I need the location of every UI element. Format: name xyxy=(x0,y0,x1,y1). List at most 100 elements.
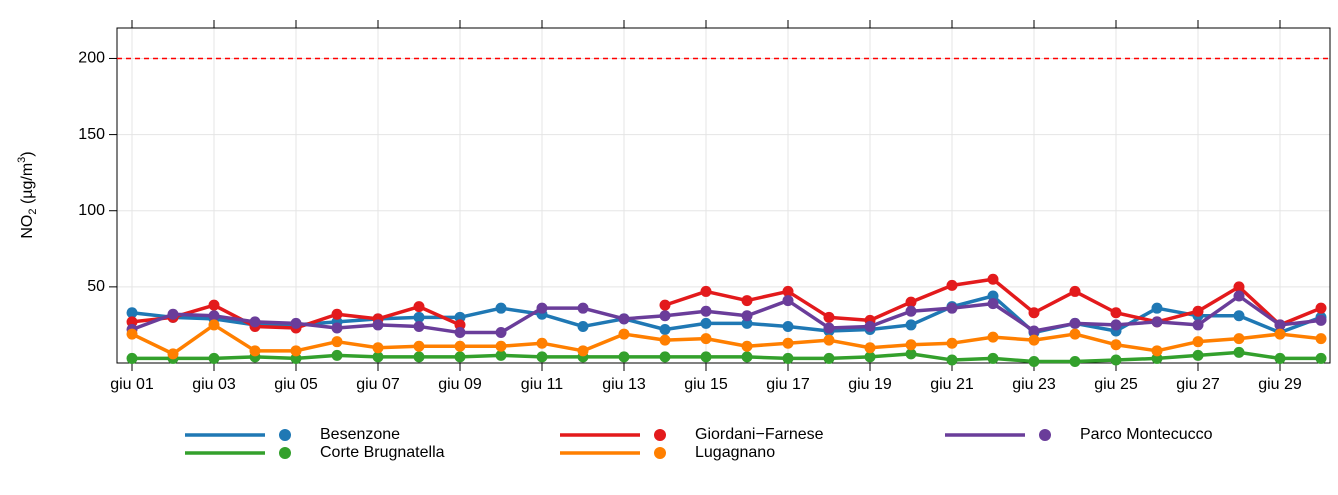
legend-dot xyxy=(654,447,666,459)
data-point xyxy=(126,316,138,328)
data-point xyxy=(905,348,917,360)
data-point xyxy=(1315,333,1327,345)
legend-label: Besenzone xyxy=(320,426,400,443)
data-point xyxy=(1069,355,1081,367)
data-point xyxy=(1069,317,1081,329)
data-point xyxy=(946,337,958,349)
data-point xyxy=(1274,352,1286,364)
y-tick-label: 150 xyxy=(78,126,105,143)
y-axis-label: NO2 (µg/m3) xyxy=(16,151,39,238)
data-point xyxy=(413,311,425,323)
series-line xyxy=(132,350,1321,364)
data-point xyxy=(1110,307,1122,319)
data-point xyxy=(659,299,671,311)
x-tick-label: giu 23 xyxy=(1012,376,1056,393)
data-point xyxy=(946,279,958,291)
data-point xyxy=(413,301,425,313)
data-point xyxy=(946,354,958,366)
data-point xyxy=(1110,354,1122,366)
data-point xyxy=(1028,325,1040,337)
data-point xyxy=(823,311,835,323)
data-point xyxy=(1151,345,1163,357)
data-point xyxy=(413,320,425,332)
x-tick-label: giu 17 xyxy=(766,376,810,393)
legend-label: Parco Montecucco xyxy=(1080,426,1213,443)
data-point xyxy=(454,340,466,352)
data-point xyxy=(536,337,548,349)
data-point xyxy=(454,351,466,363)
x-tick-label: giu 03 xyxy=(192,376,236,393)
data-point xyxy=(331,349,343,361)
data-point xyxy=(1315,352,1327,364)
legend-dot xyxy=(1039,429,1051,441)
data-point xyxy=(987,331,999,343)
x-tick-label: giu 05 xyxy=(274,376,318,393)
x-tick-label: giu 15 xyxy=(684,376,728,393)
data-point xyxy=(987,352,999,364)
data-point xyxy=(823,352,835,364)
data-point xyxy=(1192,336,1204,348)
data-point xyxy=(1151,316,1163,328)
y-tick-label: 100 xyxy=(78,202,105,219)
data-point xyxy=(1069,328,1081,340)
plot-frame xyxy=(116,27,1331,364)
x-tick-label: giu 27 xyxy=(1176,376,1220,393)
data-point xyxy=(782,352,794,364)
data-point xyxy=(249,345,261,357)
data-point xyxy=(1110,339,1122,351)
data-point xyxy=(905,305,917,317)
data-point xyxy=(290,352,302,364)
data-point xyxy=(864,351,876,363)
data-point xyxy=(1233,333,1245,345)
x-tick-label: giu 21 xyxy=(930,376,974,393)
data-point xyxy=(741,351,753,363)
data-point xyxy=(1028,307,1040,319)
data-point xyxy=(1233,310,1245,322)
data-point xyxy=(1192,305,1204,317)
data-point xyxy=(823,322,835,334)
data-point xyxy=(126,328,138,340)
data-point xyxy=(331,336,343,348)
data-point xyxy=(700,333,712,345)
data-point xyxy=(700,285,712,297)
data-point xyxy=(536,351,548,363)
data-point xyxy=(249,316,261,328)
data-point xyxy=(741,295,753,307)
data-point xyxy=(905,339,917,351)
data-point xyxy=(167,348,179,360)
series-line xyxy=(131,294,1322,335)
legend-label: Corte Brugnatella xyxy=(320,444,445,461)
data-point xyxy=(1274,319,1286,331)
data-point xyxy=(741,340,753,352)
data-point xyxy=(905,296,917,308)
x-tick-label: giu 07 xyxy=(356,376,400,393)
data-point xyxy=(1192,349,1204,361)
data-point xyxy=(208,352,220,364)
data-point xyxy=(1028,334,1040,346)
data-point xyxy=(1192,319,1204,331)
data-point xyxy=(372,351,384,363)
data-point xyxy=(454,311,466,323)
data-point xyxy=(454,327,466,339)
data-point xyxy=(372,342,384,354)
x-tick-label: giu 09 xyxy=(438,376,482,393)
data-point xyxy=(618,351,630,363)
data-point xyxy=(782,320,794,332)
y-tick-label: 50 xyxy=(87,278,105,295)
data-point xyxy=(1028,355,1040,367)
data-point xyxy=(659,351,671,363)
data-point xyxy=(1151,352,1163,364)
legend-dot xyxy=(279,447,291,459)
data-point xyxy=(413,351,425,363)
data-point xyxy=(782,337,794,349)
data-point xyxy=(946,302,958,314)
data-point xyxy=(126,307,138,319)
data-point xyxy=(905,319,917,331)
data-point xyxy=(823,334,835,346)
data-point xyxy=(741,310,753,322)
data-point xyxy=(700,351,712,363)
data-point xyxy=(577,345,589,357)
x-tick-label: giu 25 xyxy=(1094,376,1138,393)
x-tick-label: giu 01 xyxy=(110,376,154,393)
data-point xyxy=(782,295,794,307)
